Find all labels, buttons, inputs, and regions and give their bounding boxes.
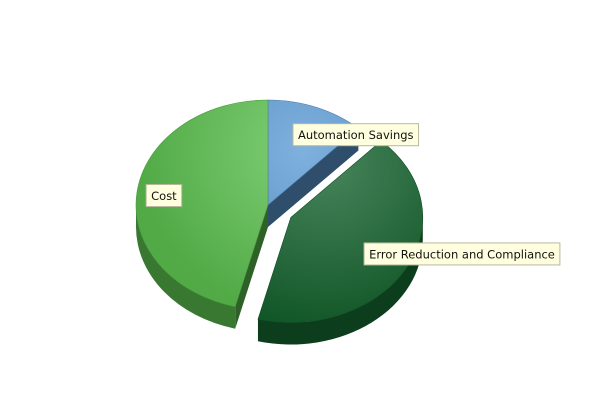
automation-savings-label-box <box>292 123 420 147</box>
pie-slice-cost[interactable] <box>135 99 269 308</box>
pie-label-layer: Automation Savings Error Reduction and Co… <box>145 123 561 266</box>
pie-side-layer <box>136 128 423 345</box>
cost-label-box <box>145 184 183 208</box>
pie-top-layer <box>135 99 424 323</box>
cost-outer-wall <box>136 205 236 329</box>
pie-label-cost: Cost <box>145 184 183 208</box>
pie-label-automation-savings: Automation Savings <box>292 123 420 147</box>
automation-savings-label-text: Automation Savings <box>298 128 414 142</box>
cost-label-text: Cost <box>151 189 177 203</box>
error-reduction-and-compliance-label-box <box>363 242 561 266</box>
pie-slice-error-reduction-and-compliance[interactable] <box>257 140 424 323</box>
error-reduction-and-compliance-label-text: Error Reduction and Compliance <box>369 247 555 261</box>
error-reduction-and-compliance-outer-wall <box>257 217 423 345</box>
pie-label-error-reduction-and-compliance: Error Reduction and Compliance <box>363 242 561 266</box>
automation-savings-cut-wall <box>268 128 359 227</box>
cost-cut-wall <box>235 205 268 329</box>
